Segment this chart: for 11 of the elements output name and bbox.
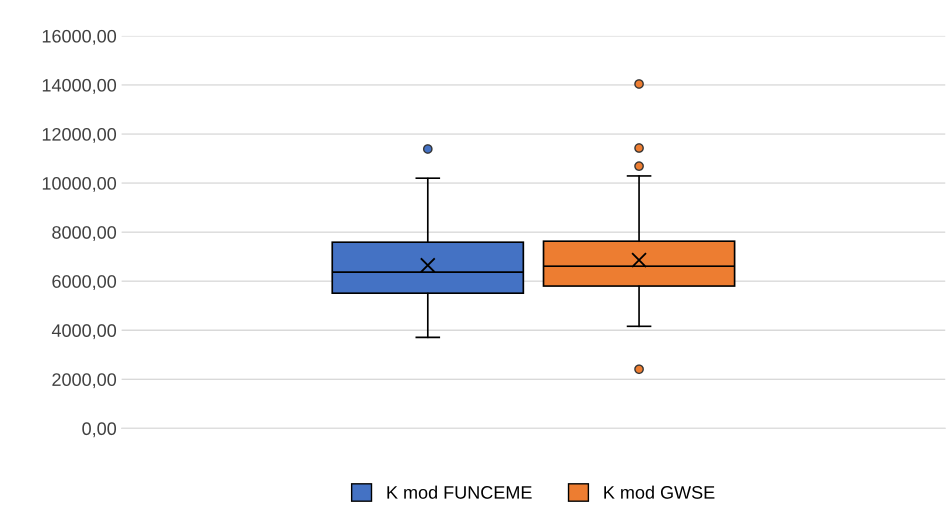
y-tick-label: 14000,00 (42, 78, 116, 94)
legend-label: K mod GWSE (604, 486, 714, 499)
y-tick-label: 6000,00 (52, 275, 116, 290)
y-tick-label: 0,00 (82, 422, 116, 438)
y-tick-label: 10000,00 (42, 177, 116, 192)
y-tick-label: 2000,00 (52, 373, 116, 388)
y-tick-label: 4000,00 (52, 324, 116, 340)
y-tick-label: 12000,00 (42, 128, 116, 143)
legend-label: K mod FUNCEME (387, 486, 532, 499)
y-tick-label: 8000,00 (52, 226, 116, 241)
y-tick-label: 16000,00 (42, 30, 116, 45)
